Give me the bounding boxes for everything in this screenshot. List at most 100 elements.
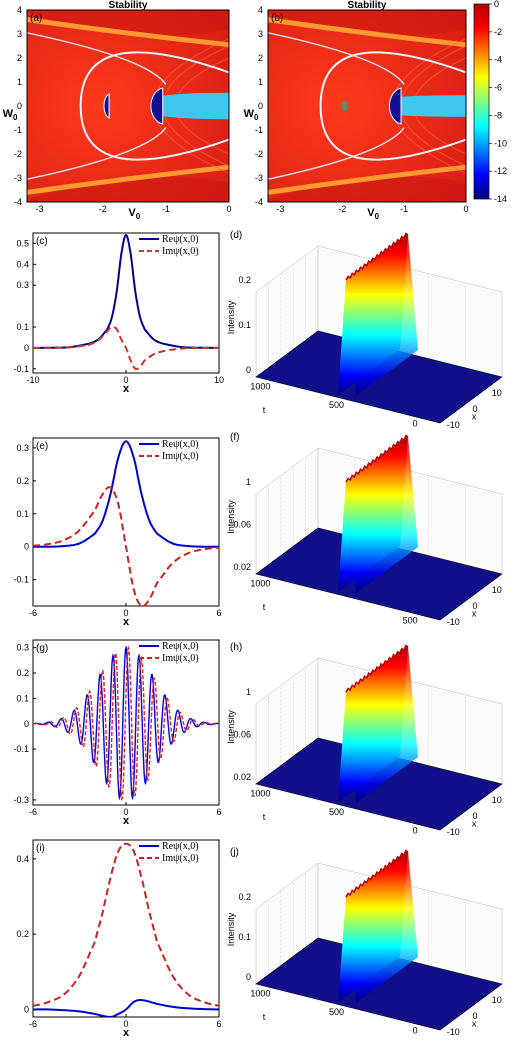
surface-plot-d: (d) 0 0.1 0.2 Intensity 0 500 1000 t -10 0 10 x <box>226 230 503 430</box>
unstable-region-core <box>150 87 164 125</box>
x-tick-label: 0 <box>463 204 468 214</box>
legend-label: Reψ(x,0) <box>162 234 199 245</box>
x-tick-label: -2 <box>338 204 346 214</box>
y-tick-label: 0 <box>24 1004 29 1014</box>
panel-label: (b) <box>271 13 283 24</box>
x-axis-label: x <box>472 1019 477 1029</box>
y-tick-label: 0.4 <box>16 259 29 269</box>
z-tick-label: 0.2 <box>238 892 251 902</box>
y-tick-label: 0.3 <box>16 643 29 653</box>
panel-label: (f) <box>230 432 239 443</box>
y-tick-label: -0.1 <box>13 364 29 374</box>
colorbar-tick-label: -10 <box>494 138 507 148</box>
colorbar-tick-label: -8 <box>494 110 502 120</box>
legend-label: Reψ(x,0) <box>162 439 199 450</box>
x-axis-label-subscript: 0 <box>136 212 141 221</box>
colorbar <box>473 3 490 200</box>
y-tick-label: 0.2 <box>16 668 29 678</box>
t-axis-label: t <box>263 1012 266 1022</box>
x-axis-label: x <box>123 616 130 628</box>
z-tick-label: 0.1 <box>238 932 251 942</box>
x-tick-label: -6 <box>29 807 37 817</box>
heatmap-band <box>27 10 229 36</box>
plot-frame <box>32 839 220 1018</box>
x-axis-label: x <box>472 609 477 619</box>
x-axis-label-letter: V <box>128 207 136 219</box>
x-tick-label: 0 <box>123 608 128 618</box>
y-tick-label: -0.3 <box>13 795 29 805</box>
y-tick-label: 0.1 <box>16 509 29 519</box>
series-line-im <box>33 325 219 371</box>
x-tick-label: 6 <box>216 807 221 817</box>
x-tick-label: 0 <box>472 1011 477 1021</box>
t-tick-label: 1000 <box>250 382 270 392</box>
y-axis-label: W0 <box>3 108 18 122</box>
surface-plot-h: (h) 0.02 0.06 1 Intensity 0 500 1000 t -10 0 10 x <box>226 642 503 837</box>
y-axis-label: W0 <box>244 108 259 122</box>
x-tick-label: 0 <box>472 404 477 414</box>
y-tick-label: 0 <box>17 101 22 111</box>
t-tick-label: 500 <box>403 615 418 625</box>
heatmap-band <box>268 176 466 202</box>
y-tick-label: 0.3 <box>16 280 29 290</box>
boundary-lower-outer <box>26 127 167 180</box>
series-line-im <box>33 842 219 1007</box>
t-tick-label: 0 <box>413 1025 418 1035</box>
legend-label: Imψ(x,0) <box>162 653 199 664</box>
x-axis-label-subscript: 0 <box>375 212 380 221</box>
z-tick-label: 1 <box>246 477 251 487</box>
y-tick-label: -1 <box>14 125 22 135</box>
ridge-top-edge <box>345 434 409 483</box>
legend-label: Reψ(x,0) <box>162 641 199 652</box>
legend-label: Imψ(x,0) <box>162 853 199 864</box>
x-tick-label: 10 <box>492 795 502 805</box>
unstable-tongue <box>391 95 466 117</box>
y-tick-label: 3 <box>258 29 263 39</box>
unstable-region-small <box>103 93 110 119</box>
x-tick-label: -10 <box>447 617 460 627</box>
series-line-im <box>33 486 219 606</box>
x-tick-label: -6 <box>29 1019 37 1029</box>
colorbar-tick-label: -12 <box>494 166 507 176</box>
plot-frame <box>26 9 230 203</box>
y-tick-label: -4 <box>255 197 263 207</box>
x-tick-label: -10 <box>447 1027 460 1037</box>
x-axis-label: x <box>123 815 130 827</box>
y-tick-label: 0.2 <box>16 476 29 486</box>
unstable-region-core <box>388 87 402 125</box>
x-axis-label-letter: V <box>367 207 375 219</box>
x-tick-label: 0 <box>472 811 477 821</box>
z-tick-label: 0.02 <box>233 772 251 782</box>
stability-heatmap-b: (b)Stability-3 -2 -1 043210-1-2-3-4V0W00-2-… <box>244 0 507 221</box>
y-tick-label: -4 <box>14 197 22 207</box>
z-tick-label: 0.1 <box>238 320 251 330</box>
y-tick-label: -1 <box>255 125 263 135</box>
legend-label: Imψ(x,0) <box>162 246 199 257</box>
y-tick-label: -3 <box>14 173 22 183</box>
plot-frame <box>267 9 467 203</box>
t-tick-label: 500 <box>329 400 344 410</box>
colorbar-tick-label: -14 <box>494 194 507 204</box>
x-tick-label: 10 <box>214 375 224 385</box>
unstable-stripe-upper <box>267 17 467 48</box>
x-tick-label: -10 <box>26 375 39 385</box>
t-axis-label: t <box>263 602 266 612</box>
boundary-upper <box>79 51 230 107</box>
x-axis-label: x <box>123 1027 130 1039</box>
ridge-top-edge <box>345 849 409 898</box>
surface-plot-f: (f) 0.02 0.06 1 Intensity 500 1000 t -10 0 10 x <box>226 432 503 627</box>
plot-frame <box>32 437 220 607</box>
y-tick-label: 2 <box>258 53 263 63</box>
x-tick-label: -3 <box>36 204 44 214</box>
x-tick-label: 0 <box>123 375 128 385</box>
y-tick-label: 0.5 <box>16 238 29 248</box>
y-tick-label: -3 <box>255 173 263 183</box>
unstable-stripe-lower <box>267 164 467 195</box>
t-tick-label: 0 <box>413 825 418 835</box>
x-tick-label: 10 <box>492 995 502 1005</box>
colorbar-tick-label: -2 <box>494 27 502 37</box>
y-tick-label: -2 <box>255 149 263 159</box>
